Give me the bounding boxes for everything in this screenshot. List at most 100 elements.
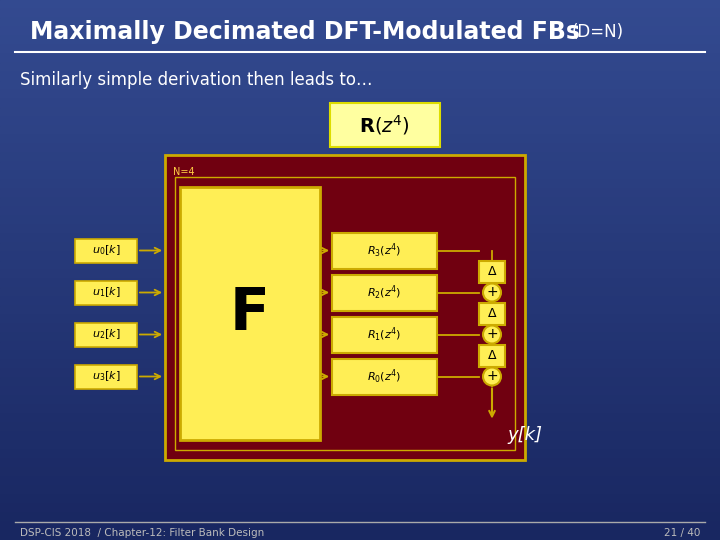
- Text: +: +: [486, 369, 498, 383]
- Bar: [0, 153, 720, 162]
- Text: $R_0(z^4)$: $R_0(z^4)$: [367, 367, 402, 386]
- Text: $u_2[k]$: $u_2[k]$: [91, 328, 120, 341]
- Text: +: +: [486, 286, 498, 300]
- Bar: [0, 468, 720, 477]
- Bar: [75, 364, 137, 388]
- Bar: [332, 359, 437, 395]
- Text: $u_3[k]$: $u_3[k]$: [91, 369, 120, 383]
- Text: $\Delta$: $\Delta$: [487, 265, 498, 278]
- Bar: [0, 423, 720, 432]
- Text: (D=N): (D=N): [572, 23, 624, 41]
- Circle shape: [483, 368, 501, 386]
- Bar: [332, 316, 437, 353]
- Bar: [0, 522, 720, 531]
- Bar: [0, 324, 720, 333]
- Bar: [0, 261, 720, 270]
- Text: y[k]: y[k]: [507, 427, 542, 444]
- Bar: [75, 280, 137, 305]
- Bar: [0, 531, 720, 540]
- Bar: [0, 315, 720, 324]
- Bar: [0, 477, 720, 486]
- Text: Similarly simple derivation then leads to…: Similarly simple derivation then leads t…: [20, 71, 372, 89]
- Text: $\Delta$: $\Delta$: [487, 349, 498, 362]
- Bar: [0, 243, 720, 252]
- Bar: [0, 234, 720, 243]
- Bar: [0, 0, 720, 9]
- Bar: [0, 144, 720, 153]
- Bar: [0, 99, 720, 108]
- Bar: [0, 504, 720, 513]
- Bar: [332, 274, 437, 310]
- Bar: [0, 72, 720, 81]
- Text: +: +: [486, 327, 498, 341]
- Bar: [0, 486, 720, 495]
- Bar: [0, 171, 720, 180]
- Text: $R_2(z^4)$: $R_2(z^4)$: [367, 284, 402, 302]
- Circle shape: [483, 326, 501, 343]
- Text: $\mathbf{R}(z^4)$: $\mathbf{R}(z^4)$: [359, 113, 410, 137]
- Bar: [0, 18, 720, 27]
- Text: $\Delta$: $\Delta$: [487, 307, 498, 320]
- Bar: [0, 225, 720, 234]
- Bar: [0, 36, 720, 45]
- Bar: [0, 117, 720, 126]
- Bar: [0, 369, 720, 378]
- Bar: [75, 239, 137, 262]
- Bar: [0, 45, 720, 54]
- Bar: [0, 279, 720, 288]
- Bar: [0, 207, 720, 216]
- Bar: [0, 108, 720, 117]
- Bar: [0, 396, 720, 405]
- Bar: [0, 351, 720, 360]
- Bar: [0, 297, 720, 306]
- Bar: [175, 177, 515, 450]
- Bar: [0, 459, 720, 468]
- Bar: [0, 387, 720, 396]
- Bar: [0, 441, 720, 450]
- Bar: [479, 302, 505, 325]
- Bar: [0, 135, 720, 144]
- Bar: [0, 198, 720, 207]
- Bar: [479, 345, 505, 367]
- Bar: [330, 103, 439, 147]
- Bar: [0, 27, 720, 36]
- Bar: [0, 216, 720, 225]
- Bar: [0, 162, 720, 171]
- Circle shape: [483, 284, 501, 301]
- Text: $u_0[k]$: $u_0[k]$: [91, 244, 120, 258]
- Bar: [0, 432, 720, 441]
- Bar: [165, 155, 525, 460]
- Bar: [0, 360, 720, 369]
- Text: DSP-CIS 2018  / Chapter-12: Filter Bank Design: DSP-CIS 2018 / Chapter-12: Filter Bank D…: [20, 528, 264, 538]
- Bar: [0, 126, 720, 135]
- Bar: [0, 81, 720, 90]
- Text: F: F: [230, 285, 270, 342]
- Bar: [0, 342, 720, 351]
- Text: N=4: N=4: [173, 167, 194, 177]
- Bar: [332, 233, 437, 268]
- Bar: [0, 405, 720, 414]
- Bar: [0, 513, 720, 522]
- Bar: [0, 306, 720, 315]
- Text: $R_3(z^4)$: $R_3(z^4)$: [367, 241, 402, 260]
- Bar: [0, 189, 720, 198]
- Text: Maximally Decimated DFT-Modulated FBs: Maximally Decimated DFT-Modulated FBs: [30, 20, 580, 44]
- Bar: [75, 322, 137, 347]
- Bar: [0, 9, 720, 18]
- Bar: [479, 260, 505, 282]
- Bar: [0, 495, 720, 504]
- Bar: [0, 288, 720, 297]
- Bar: [0, 333, 720, 342]
- Bar: [0, 54, 720, 63]
- Text: $R_1(z^4)$: $R_1(z^4)$: [367, 326, 402, 343]
- Bar: [0, 180, 720, 189]
- Bar: [0, 414, 720, 423]
- Bar: [0, 450, 720, 459]
- Bar: [0, 252, 720, 261]
- Bar: [0, 378, 720, 387]
- Bar: [0, 90, 720, 99]
- Bar: [0, 270, 720, 279]
- Text: $u_1[k]$: $u_1[k]$: [91, 286, 120, 299]
- Bar: [180, 187, 320, 440]
- Bar: [0, 63, 720, 72]
